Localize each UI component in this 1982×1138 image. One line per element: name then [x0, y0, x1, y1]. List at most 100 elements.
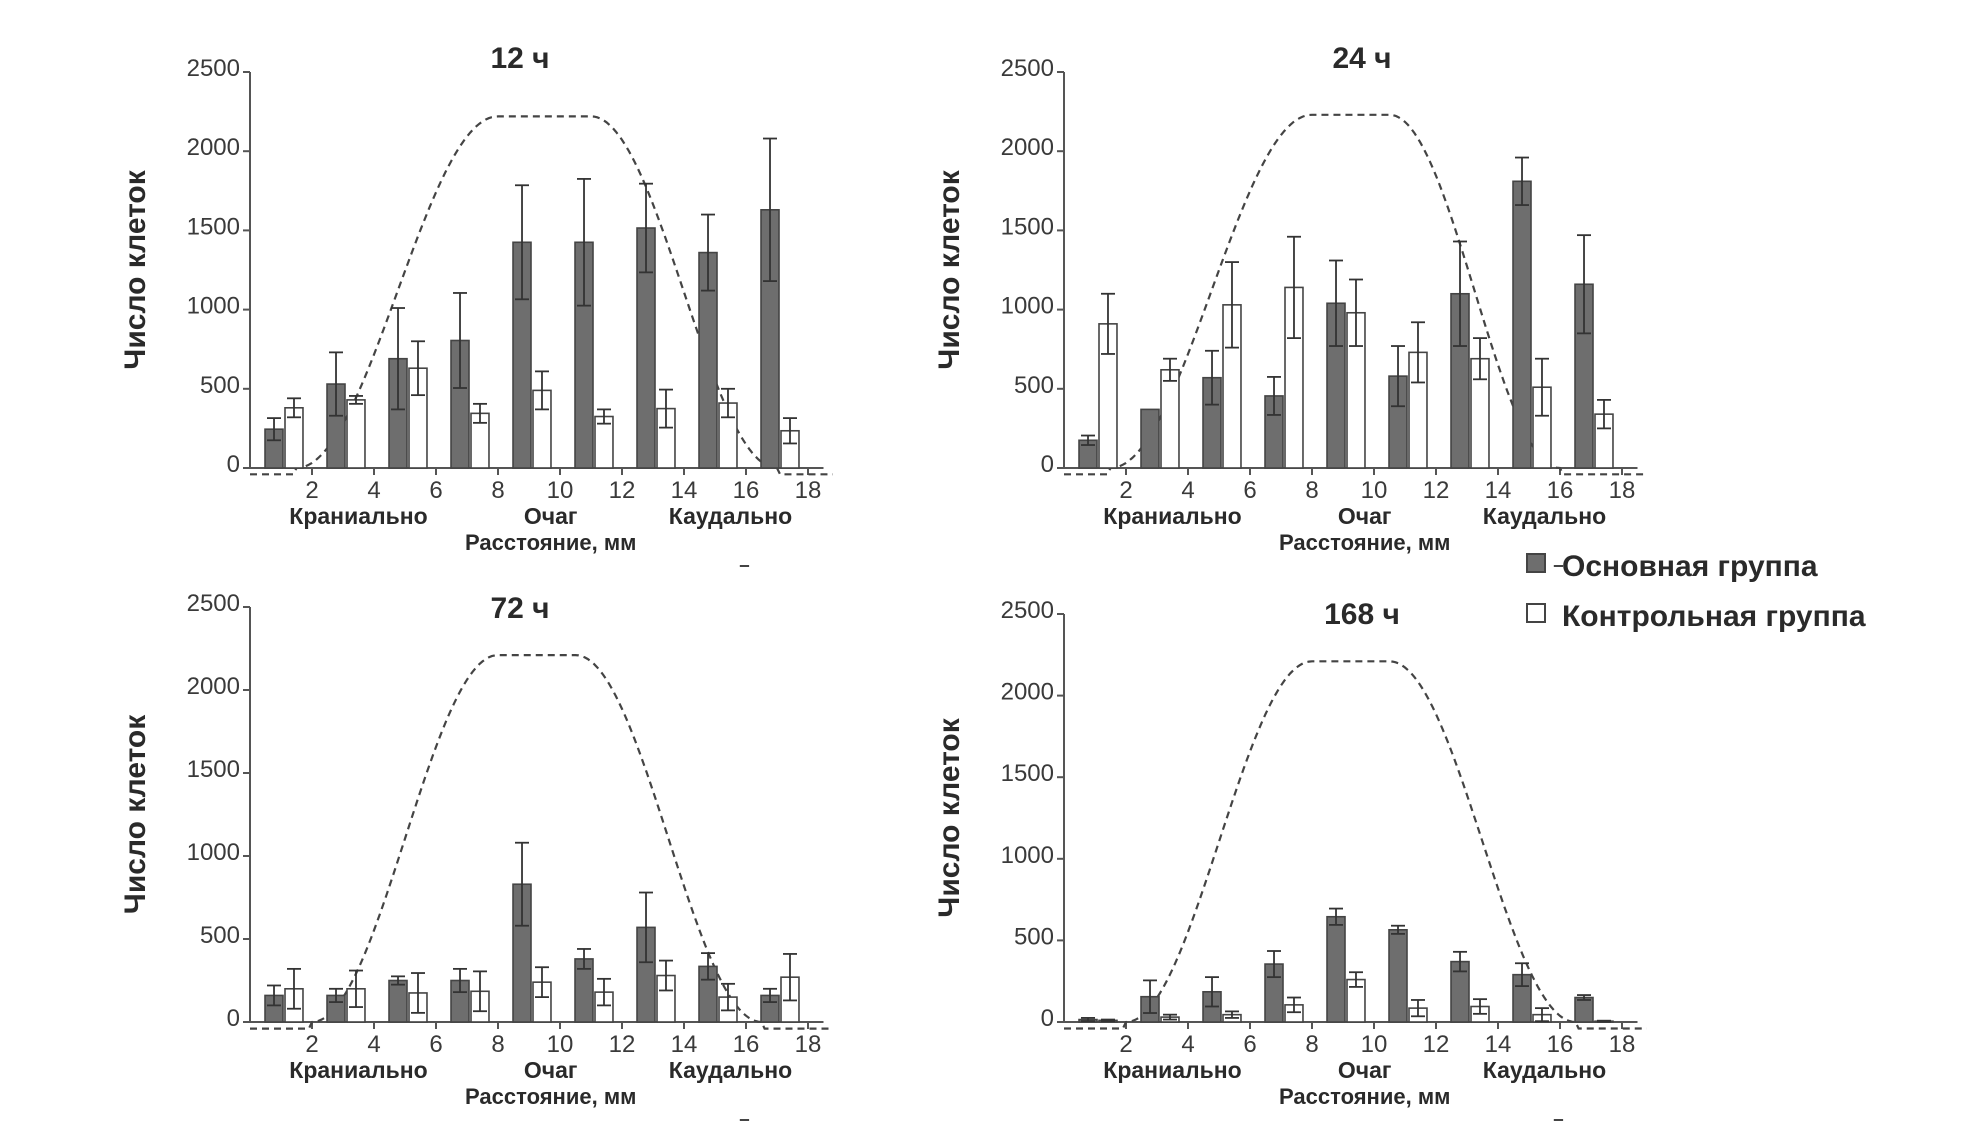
x-tick-label: 2: [1119, 477, 1132, 504]
x-tick-label: 16: [1547, 477, 1574, 504]
y-tick-label: 2000: [1001, 134, 1054, 161]
x-tick-label: 14: [671, 477, 698, 504]
x-tick-label: 10: [1361, 477, 1388, 504]
region-label: Очаг: [524, 503, 578, 529]
bar-main: [1140, 408, 1160, 469]
x-tick-label: 6: [429, 477, 442, 504]
legend: Основная группа Контрольная группа: [1526, 550, 1866, 633]
y-tick-label: 2000: [187, 673, 240, 700]
x-tick-label: 18: [1609, 477, 1636, 504]
x-tick-label: 16: [733, 477, 760, 504]
x-tick-label: 10: [1361, 1031, 1388, 1058]
x-tick-label: 14: [1485, 1031, 1512, 1058]
x-tick-label: 12: [1423, 1031, 1450, 1058]
y-tick-label: 2500: [1001, 55, 1054, 82]
x-tick-label: 10: [547, 1031, 574, 1058]
region-label: Очаг: [524, 1057, 578, 1083]
panel-12h: 12 ч Число клеток 0 500 1000 1500 2000 2500 2 4 6 8…: [119, 42, 833, 567]
x-tick-label: 18: [1609, 1031, 1636, 1058]
bar-control: [346, 399, 366, 469]
region-label: Краниально: [289, 503, 427, 529]
x-tick-label: 18: [795, 1031, 822, 1058]
x-axis-label: Расстояние, мм: [465, 1084, 636, 1109]
x-axis-label: Расстояние, мм: [1279, 1084, 1450, 1109]
panel-title: 12 ч: [490, 42, 549, 75]
y-axis-label: Число клеток: [933, 169, 966, 369]
y-axis-label: Число клеток: [119, 169, 152, 369]
region-label: Каудально: [669, 1057, 792, 1083]
bar-main: [1388, 928, 1408, 1023]
y-tick-label: 1500: [187, 756, 240, 783]
region-label: Краниально: [1103, 503, 1241, 529]
panel-title: 168 ч: [1324, 598, 1400, 631]
x-axis-label: Расстояние, мм: [465, 530, 636, 555]
y-axis-label: Число клеток: [119, 714, 152, 914]
y-tick-label: 1500: [1001, 213, 1054, 240]
region-label: Очаг: [1338, 503, 1392, 529]
panel-title: 24 ч: [1332, 42, 1391, 75]
region-label: Каудально: [1483, 503, 1606, 529]
panel-24h: 24 ч Число клеток 0 500 1000 1500 2000 2500 2 4 6 8…: [933, 42, 1647, 567]
y-tick-label: 0: [1041, 1005, 1054, 1032]
y-tick-label: 1500: [187, 213, 240, 240]
y-axis-label: Число клеток: [933, 717, 966, 917]
region-label: Каудально: [1483, 1057, 1606, 1083]
y-tick-label: 2000: [1001, 679, 1054, 706]
bar-main: [1512, 180, 1532, 469]
y-tick-label: 2000: [187, 134, 240, 161]
legend-label-main: Основная группа: [1562, 550, 1818, 583]
x-tick-label: 16: [733, 1031, 760, 1058]
reference-curve: [1064, 660, 1647, 1030]
y-tick-label: 0: [227, 1005, 240, 1032]
x-tick-label: 8: [491, 477, 504, 504]
region-label: Каудально: [669, 503, 792, 529]
x-tick-label: 8: [1305, 477, 1318, 504]
y-tick-label: 500: [200, 372, 240, 399]
x-tick-label: 8: [491, 1031, 504, 1058]
legend-swatch-control: [1526, 603, 1546, 623]
bar-control: [1160, 368, 1180, 469]
y-tick-label: 1000: [187, 839, 240, 866]
y-tick-label: 2500: [187, 590, 240, 617]
y-tick-label: 500: [1014, 923, 1054, 950]
y-tick-label: 0: [1041, 451, 1054, 478]
x-tick-label: 12: [609, 1031, 636, 1058]
legend-swatch-main: [1526, 553, 1546, 573]
panel-72h: 72 ч Число клеток 0 500 1000 1500 2000 2500 2 4 6 8…: [119, 590, 833, 1121]
x-tick-label: 8: [1305, 1031, 1318, 1058]
region-label: Краниально: [289, 1057, 427, 1083]
x-tick-label: 6: [1243, 477, 1256, 504]
region-label: Очаг: [1338, 1057, 1392, 1083]
x-axis-label: Расстояние, мм: [1279, 530, 1450, 555]
x-tick-label: 4: [1181, 477, 1194, 504]
y-tick-label: 1000: [1001, 842, 1054, 869]
y-tick-label: 500: [1014, 372, 1054, 399]
x-tick-label: 14: [1485, 477, 1512, 504]
y-tick-label: 1500: [1001, 760, 1054, 787]
x-tick-label: 4: [1181, 1031, 1194, 1058]
x-tick-label: 6: [1243, 1031, 1256, 1058]
region-label: Краниально: [1103, 1057, 1241, 1083]
legend-label-control: Контрольная группа: [1562, 600, 1866, 633]
y-tick-label: 1000: [187, 293, 240, 320]
panel-168h: 168 ч Число клеток 0 500 1000 1500 2000 2500 2 4 6…: [933, 597, 1647, 1121]
x-tick-label: 2: [305, 477, 318, 504]
reference-curve: [250, 653, 833, 1030]
y-tick-label: 2500: [187, 55, 240, 82]
bar-main: [1326, 915, 1346, 1023]
x-tick-label: 2: [305, 1031, 318, 1058]
panel-title: 72 ч: [490, 592, 549, 625]
x-tick-label: 12: [609, 477, 636, 504]
bar-main: [1574, 996, 1594, 1023]
x-tick-label: 4: [367, 1031, 380, 1058]
bar-main: [388, 979, 408, 1023]
x-tick-label: 6: [429, 1031, 442, 1058]
y-tick-label: 2500: [1001, 597, 1054, 624]
y-tick-label: 1000: [1001, 293, 1054, 320]
x-tick-label: 14: [671, 1031, 698, 1058]
y-tick-label: 500: [200, 922, 240, 949]
x-tick-label: 16: [1547, 1031, 1574, 1058]
x-tick-label: 10: [547, 477, 574, 504]
x-tick-label: 18: [795, 477, 822, 504]
